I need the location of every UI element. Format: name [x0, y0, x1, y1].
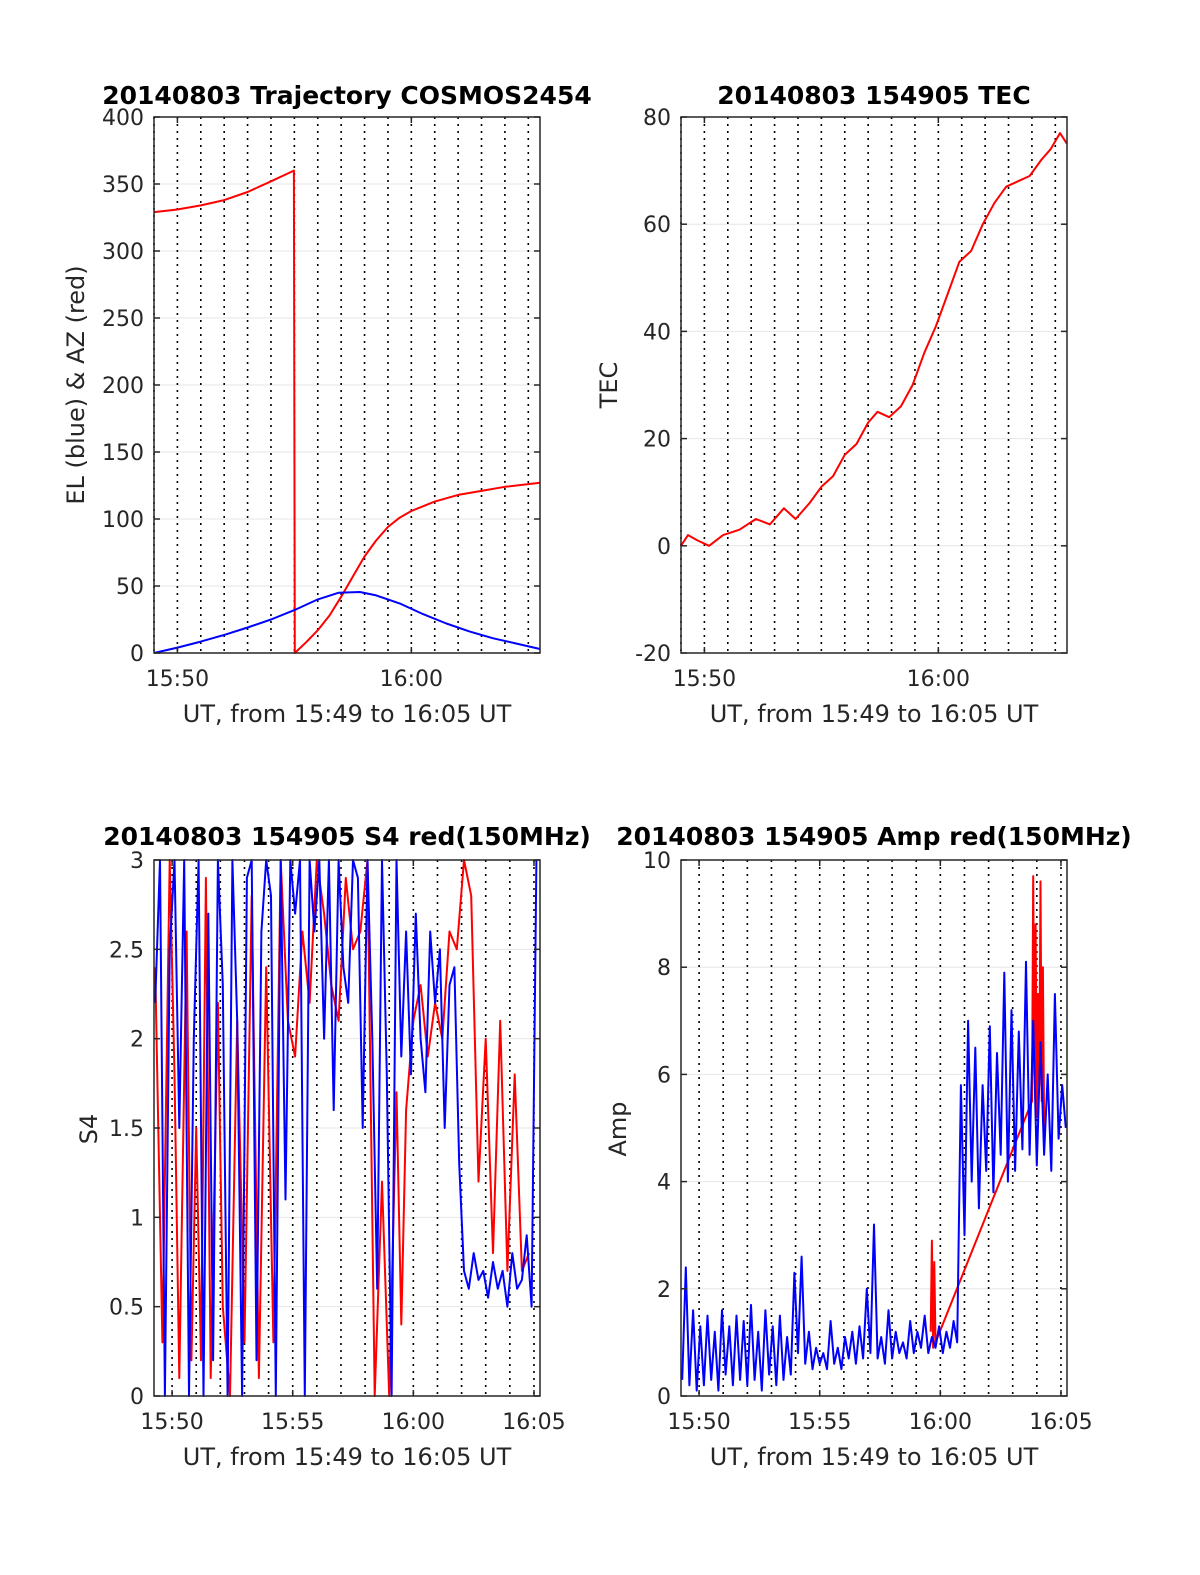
tec-series [680, 132, 1068, 547]
trajectory-grid [153, 116, 540, 654]
tec-ytick-label: 80 [643, 106, 671, 131]
amp-xtick-label: 16:05 [1029, 1410, 1092, 1435]
s4-axes: 0 0.5 1 1.5 2 2.5 3 15:50 15:55 16:00 16:05 [109, 849, 566, 1435]
tec-grid [680, 116, 1067, 654]
amp-ytick-label: 6 [657, 1063, 671, 1088]
traj-ytick-label: 200 [102, 374, 144, 399]
s4-ylabel: S4 [75, 1114, 103, 1145]
trajectory-title: 20140803 Trajectory COSMOS2454 [102, 81, 592, 110]
amp-ytick-label: 4 [657, 1171, 671, 1196]
traj-xtick-label: 16:00 [380, 667, 443, 692]
trajectory-series [153, 169, 541, 654]
traj-ytick-label: 150 [102, 441, 144, 466]
s4-ytick-label: 0.5 [109, 1296, 144, 1321]
tec-xlabel: UT, from 15:49 to 16:05 UT [710, 700, 1039, 728]
s4-xtick-label: 16:00 [382, 1410, 445, 1435]
tec-ytick-label: -20 [635, 642, 671, 667]
s4-xtick-label: 15:50 [140, 1410, 203, 1435]
amp-ytick-label: 10 [643, 849, 671, 874]
traj-ytick-label: 100 [102, 508, 144, 533]
amp-series-0 [929, 875, 1046, 1349]
amp-xtick-label: 15:50 [667, 1410, 730, 1435]
trajectory-chart: 20140803 Trajectory COSMOS2454 UT, from … [62, 81, 592, 728]
trajectory-ylabel: EL (blue) & AZ (red) [62, 265, 90, 504]
tec-ylabel: TEC [595, 362, 623, 410]
s4-chart: 20140803 154905 S4 red(150MHz) UT, from … [75, 822, 591, 1471]
s4-series-1 [154, 859, 538, 1397]
traj-series-0 [153, 169, 541, 654]
tec-ytick-label: 20 [643, 428, 671, 453]
traj-ytick-label: 0 [130, 642, 144, 667]
amp-xtick-label: 16:00 [909, 1410, 972, 1435]
amp-ylabel: Amp [604, 1101, 632, 1156]
traj-series-1 [153, 591, 541, 654]
traj-ytick-label: 250 [102, 307, 144, 332]
s4-ytick-label: 2 [130, 1028, 144, 1053]
traj-ytick-label: 50 [116, 575, 144, 600]
s4-xtick-label: 15:55 [261, 1410, 324, 1435]
traj-ytick-label: 400 [102, 106, 144, 131]
tec-ytick-label: 0 [657, 535, 671, 560]
amp-ytick-label: 8 [657, 956, 671, 981]
amp-series [681, 875, 1067, 1392]
s4-ytick-label: 1.5 [109, 1117, 144, 1142]
amp-xtick-label: 15:55 [788, 1410, 851, 1435]
traj-ytick-label: 300 [102, 240, 144, 265]
s4-ytick-label: 0 [130, 1385, 144, 1410]
trajectory-xlabel: UT, from 15:49 to 16:05 UT [183, 700, 512, 728]
amp-axes-box [680, 859, 1068, 1397]
tec-ytick-label: 60 [643, 213, 671, 238]
s4-ytick-label: 1 [130, 1206, 144, 1231]
amp-axes: 0 2 4 6 8 10 15:50 15:55 16:00 16:05 [643, 849, 1093, 1435]
tec-axes: -20 0 20 40 60 80 15:50 16:00 [635, 106, 1068, 692]
amp-ytick-label: 0 [657, 1385, 671, 1410]
s4-ytick-label: 2.5 [109, 938, 144, 963]
trajectory-axes: 0 50 100 150 200 250 300 350 400 15:50 16:00 [102, 106, 541, 692]
tec-ytick-label: 40 [643, 320, 671, 345]
amp-series-1 [681, 960, 1067, 1392]
s4-title: 20140803 154905 S4 red(150MHz) [103, 822, 591, 851]
s4-xlabel: UT, from 15:49 to 16:05 UT [183, 1443, 512, 1471]
tec-chart: 20140803 154905 TEC UT, from 15:49 to 16… [595, 81, 1068, 728]
amp-xlabel: UT, from 15:49 to 16:05 UT [710, 1443, 1039, 1471]
amp-chart: 20140803 154905 Amp red(150MHz) UT, from… [604, 822, 1132, 1471]
tec-xtick-label: 16:00 [907, 667, 970, 692]
traj-xtick-label: 15:50 [146, 667, 209, 692]
s4-series [154, 859, 538, 1397]
tec-axes-box [680, 116, 1068, 654]
amp-title: 20140803 154905 Amp red(150MHz) [616, 822, 1132, 851]
tec-series-0 [680, 132, 1068, 547]
tec-title: 20140803 154905 TEC [717, 81, 1030, 110]
traj-ytick-label: 350 [102, 173, 144, 198]
amp-ytick-label: 2 [657, 1278, 671, 1303]
s4-ytick-label: 3 [130, 849, 144, 874]
s4-xtick-label: 16:05 [502, 1410, 565, 1435]
tec-xtick-label: 15:50 [673, 667, 736, 692]
